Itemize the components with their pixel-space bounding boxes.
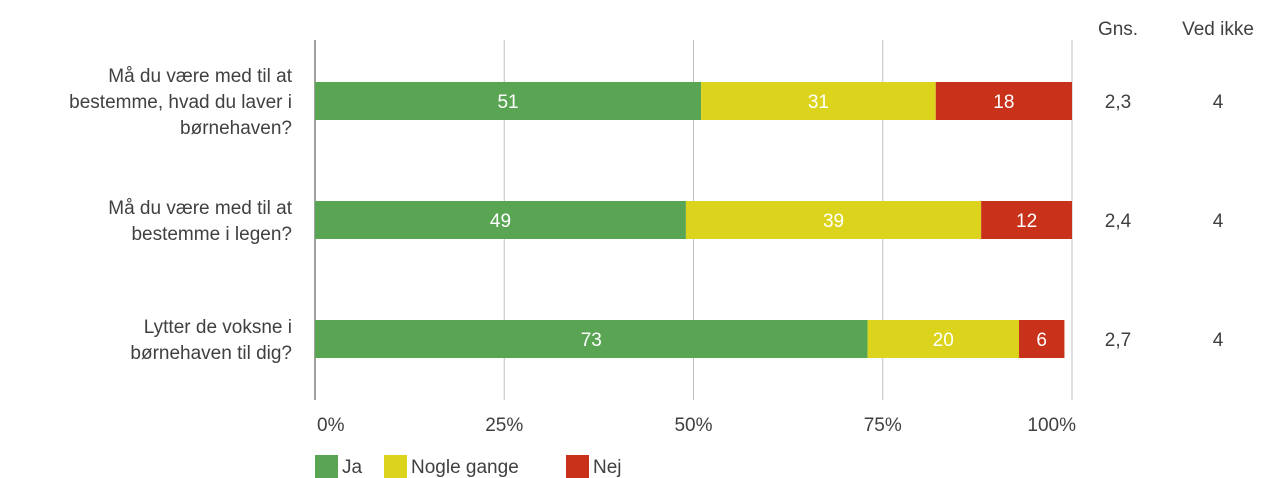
side-column-header: Ved ikke [1182, 19, 1254, 40]
data-label: 39 [823, 211, 844, 232]
side-column-value: 2,3 [1105, 92, 1131, 113]
legend-swatch [315, 455, 338, 478]
bar-segment [701, 82, 936, 120]
data-label: 51 [497, 92, 518, 113]
x-tick-label: 50% [674, 415, 712, 436]
x-tick-label: 100% [1027, 415, 1076, 436]
data-label: 12 [1016, 211, 1037, 232]
bar-segment [685, 201, 982, 239]
category-label: Må du være med til at bestemme i legen? [108, 198, 292, 245]
legend-label: Nogle gange [411, 457, 519, 478]
bar-segment [981, 201, 1072, 239]
side-column-value: 2,4 [1105, 211, 1132, 232]
side-column-value: 4 [1213, 330, 1224, 351]
data-label: 73 [581, 330, 602, 351]
data-label: 31 [808, 92, 829, 113]
bar-segment [1019, 320, 1065, 358]
bar-segment [935, 82, 1072, 120]
x-tick-label: 75% [864, 415, 902, 436]
side-column-header: Gns. [1098, 19, 1138, 40]
x-tick-label: 25% [485, 415, 523, 436]
category-label: Må du være med til at bestemme, hvad du l… [69, 66, 293, 139]
x-tick-label: 0% [317, 415, 345, 436]
data-label: 20 [933, 330, 954, 351]
category-label: Lytter de voksne i børnehaven til dig? [130, 317, 292, 364]
data-label: 49 [490, 211, 511, 232]
bar-segment [315, 320, 868, 358]
data-label: 18 [993, 92, 1014, 113]
bar-segment [315, 201, 686, 239]
legend-swatch [384, 455, 407, 478]
bar-segment [867, 320, 1020, 358]
legend-label: Nej [593, 457, 622, 478]
data-label: 6 [1036, 330, 1047, 351]
bar-segment [315, 82, 702, 120]
legend-swatch [566, 455, 589, 478]
side-column-value: 2,7 [1105, 330, 1131, 351]
side-column-value: 4 [1213, 92, 1224, 113]
legend-label: Ja [342, 457, 363, 478]
side-column-value: 4 [1213, 211, 1224, 232]
